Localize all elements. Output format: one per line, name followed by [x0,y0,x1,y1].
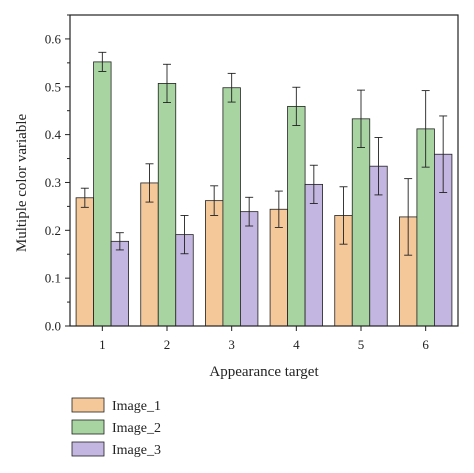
y-tick-label: 0.2 [45,223,61,238]
y-tick-label: 0.1 [45,271,61,286]
legend-swatch [71,397,105,413]
bar [157,83,177,327]
y-tick-label: 0.3 [45,175,61,190]
y-axis-label: Multiple color variable [14,114,30,253]
y-tick-label: 0.5 [45,79,61,94]
y-tick-label: 0.0 [45,319,61,334]
plot-area [75,51,453,327]
bar [140,182,159,327]
y-tick-label: 0.6 [45,31,62,46]
x-tick-label: 3 [228,337,235,352]
x-tick-label: 5 [358,337,365,352]
bar [287,105,306,327]
x-tick-label: 6 [422,337,429,352]
bar [110,240,129,327]
bar [205,200,224,327]
legend-label: Image_2 [112,421,161,436]
bar [93,61,112,327]
x-tick-label: 1 [99,337,106,352]
x-tick-label: 4 [293,337,300,352]
bar [222,87,241,327]
legend-swatch [71,441,105,457]
bar [240,211,259,327]
legend-label: Image_1 [112,399,161,414]
axes: 0.0 0.1 0.2 0.3 0.4 0.5 0.6 1 2 3 4 5 6 [45,14,459,352]
legend-label: Image_3 [112,443,161,458]
bar [304,183,323,327]
plot-frame [69,14,459,327]
bar [75,197,94,327]
bar [351,118,371,327]
x-tick-label: 2 [164,337,171,352]
legend-swatch [71,419,105,435]
y-tick-label: 0.4 [45,127,62,142]
x-axis-label: Appearance target [209,364,319,380]
legend: Image_1 Image_2 Image_3 [71,397,161,458]
